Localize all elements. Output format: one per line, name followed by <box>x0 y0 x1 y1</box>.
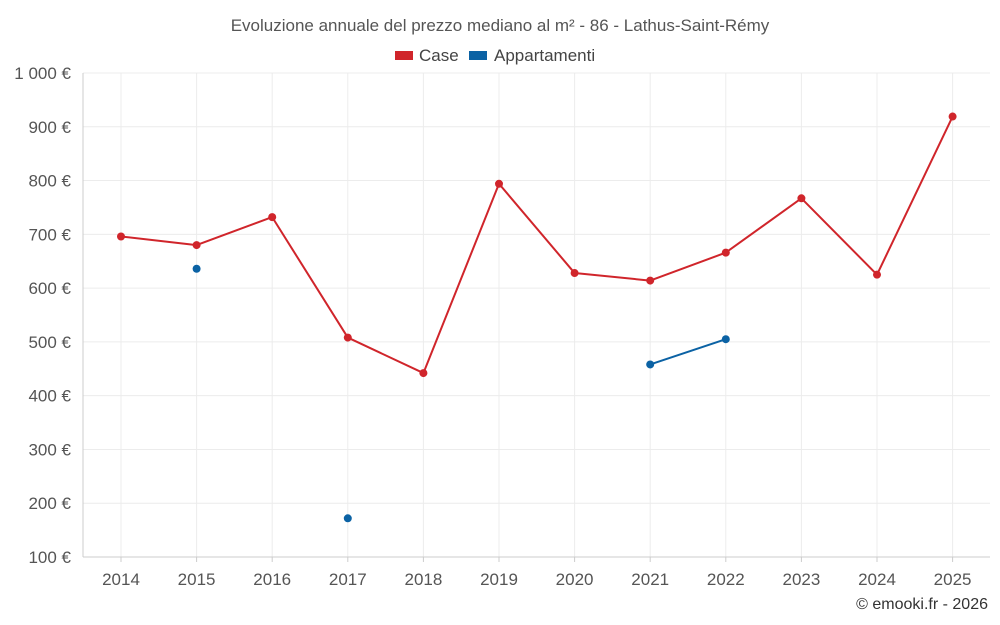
chart-title: Evoluzione annuale del prezzo mediano al… <box>231 16 770 35</box>
data-point-case[interactable] <box>495 179 503 188</box>
data-point-case[interactable] <box>117 232 125 241</box>
y-tick-label: 300 € <box>28 440 71 459</box>
grid <box>83 72 990 557</box>
data-point-case[interactable] <box>721 248 730 257</box>
x-tick-label: 2014 <box>102 570 140 589</box>
data-point-case[interactable] <box>873 270 881 279</box>
y-tick-label: 500 € <box>28 333 71 352</box>
data-point-case[interactable] <box>570 269 579 278</box>
data-point-case[interactable] <box>646 276 655 285</box>
y-tick-label: 700 € <box>28 225 71 244</box>
data-point-case[interactable] <box>419 369 428 378</box>
legend-label-case: Case <box>419 46 459 65</box>
data-point-appartamenti[interactable] <box>343 514 352 523</box>
data-point-case[interactable] <box>948 112 957 121</box>
x-tick-label: 2023 <box>782 570 820 589</box>
credit: © emooki.fr - 2026 <box>856 596 988 613</box>
y-tick-label: 100 € <box>28 548 71 567</box>
legend-item-case[interactable]: Case <box>395 46 459 65</box>
data-point-case[interactable] <box>797 194 806 203</box>
data-point-appartamenti[interactable] <box>646 360 655 369</box>
x-tick-label: 2021 <box>631 570 669 589</box>
legend-label-appartamenti: Appartamenti <box>494 46 595 65</box>
series-line-appartamenti <box>649 338 727 366</box>
legend-swatch-case <box>395 51 413 60</box>
x-tick-label: 2020 <box>556 570 594 589</box>
y-tick-label: 800 € <box>28 172 71 191</box>
x-tick-label: 2017 <box>329 570 367 589</box>
x-tick-label: 2024 <box>858 570 896 589</box>
series <box>117 112 957 523</box>
x-tick-label: 2018 <box>404 570 442 589</box>
x-tick-label: 2015 <box>178 570 216 589</box>
axes: 100 € 200 € 300 € 400 € 500 € 600 € 700 € 800 €… <box>14 64 990 589</box>
y-tick-label: 1 000 € <box>14 64 71 83</box>
x-tick-label: 2022 <box>707 570 745 589</box>
x-tick-label: 2019 <box>480 570 518 589</box>
data-point-case[interactable] <box>268 213 277 222</box>
legend-item-appartamenti[interactable]: Appartamenti <box>469 46 595 65</box>
y-tick-label: 900 € <box>28 118 71 137</box>
y-tick-label: 200 € <box>28 494 71 513</box>
x-tick-label: 2025 <box>934 570 972 589</box>
legend: Case Appartamenti <box>395 46 595 65</box>
legend-swatch-appartamenti <box>469 51 487 60</box>
y-tick-label: 400 € <box>28 387 71 406</box>
x-tick-label: 2016 <box>253 570 291 589</box>
data-point-case[interactable] <box>192 241 201 250</box>
data-point-appartamenti[interactable] <box>721 335 730 344</box>
y-tick-label: 600 € <box>28 279 71 298</box>
data-point-case[interactable] <box>343 333 352 342</box>
series-line-case <box>120 115 954 375</box>
data-point-appartamenti[interactable] <box>192 264 201 273</box>
